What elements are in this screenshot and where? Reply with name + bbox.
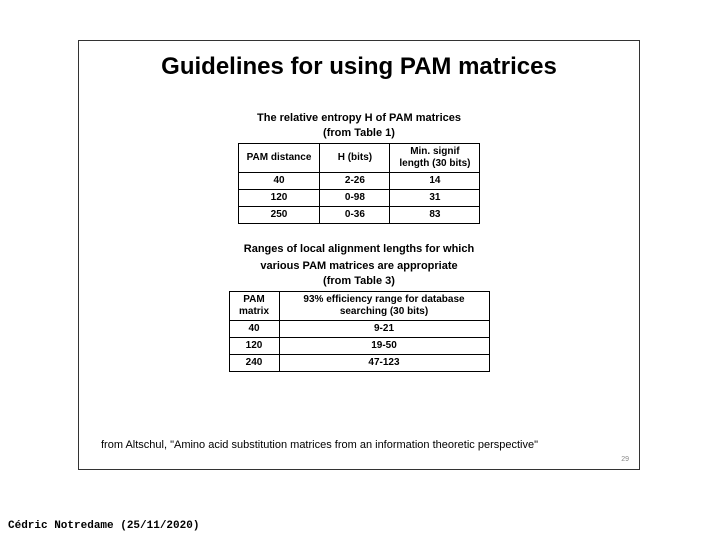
table-row: 120 19-50	[229, 337, 489, 354]
table1-cell: 14	[390, 173, 480, 190]
table1-cell: 40	[238, 173, 320, 190]
table1-cell: 250	[238, 207, 320, 224]
table1-cell: 2-26	[320, 173, 390, 190]
table-row: 120 0-98 31	[238, 190, 480, 207]
table2-cell: 120	[229, 337, 279, 354]
table1-caption-1: The relative entropy H of PAM matrices	[99, 111, 619, 125]
table2: PAM matrix 93% efficiency range for data…	[229, 291, 490, 372]
table1-header-1: H (bits)	[320, 144, 390, 173]
footer-credit: Cédric Notredame (25/11/2020)	[8, 520, 199, 532]
table2-header-0: PAM matrix	[229, 291, 279, 320]
table1-cell: 0-98	[320, 190, 390, 207]
table2-caption-3: (from Table 3)	[99, 275, 619, 287]
table1-cell: 83	[390, 207, 480, 224]
table-row: 250 0-36 83	[238, 207, 480, 224]
table-row: 240 47-123	[229, 354, 489, 371]
table2-caption-1: Ranges of local alignment lengths for wh…	[99, 242, 619, 256]
table1-cell: 31	[390, 190, 480, 207]
table2-header-1: 93% efficiency range for database search…	[279, 291, 489, 320]
table1-header-0: PAM distance	[238, 144, 320, 173]
table-row: PAM distance H (bits) Min. signif length…	[238, 144, 480, 173]
table2-cell: 19-50	[279, 337, 489, 354]
table-row: 40 2-26 14	[238, 173, 480, 190]
table1-caption-2: (from Table 1)	[99, 127, 619, 139]
table1-caption-block: The relative entropy H of PAM matrices (…	[99, 111, 619, 139]
table2-cell: 40	[229, 320, 279, 337]
slide-frame: Guidelines for using PAM matrices The re…	[78, 40, 640, 470]
table1-cell: 0-36	[320, 207, 390, 224]
table2-cell: 47-123	[279, 354, 489, 371]
citation-text: from Altschul, "Amino acid substitution …	[101, 439, 538, 451]
table2-caption-2: various PAM matrices are appropriate	[99, 259, 619, 273]
table2-cell: 9-21	[279, 320, 489, 337]
table-row: 40 9-21	[229, 320, 489, 337]
table1: PAM distance H (bits) Min. signif length…	[238, 143, 481, 224]
slide-title: Guidelines for using PAM matrices	[99, 53, 619, 81]
page-number: 29	[621, 456, 629, 463]
table-row: PAM matrix 93% efficiency range for data…	[229, 291, 489, 320]
table1-header-2: Min. signif length (30 bits)	[390, 144, 480, 173]
table2-cell: 240	[229, 354, 279, 371]
table2-caption-block: Ranges of local alignment lengths for wh…	[99, 242, 619, 287]
table1-cell: 120	[238, 190, 320, 207]
